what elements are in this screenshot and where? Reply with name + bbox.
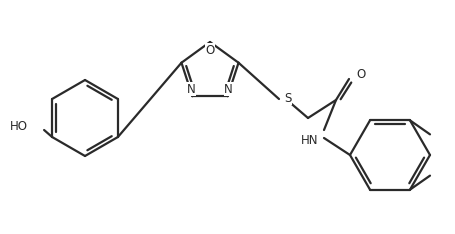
- Text: N: N: [224, 83, 233, 96]
- Text: HO: HO: [10, 120, 28, 132]
- Text: O: O: [205, 44, 214, 56]
- Text: HN: HN: [301, 134, 318, 146]
- Text: S: S: [283, 91, 291, 105]
- Text: N: N: [187, 83, 195, 96]
- Text: O: O: [355, 69, 364, 81]
